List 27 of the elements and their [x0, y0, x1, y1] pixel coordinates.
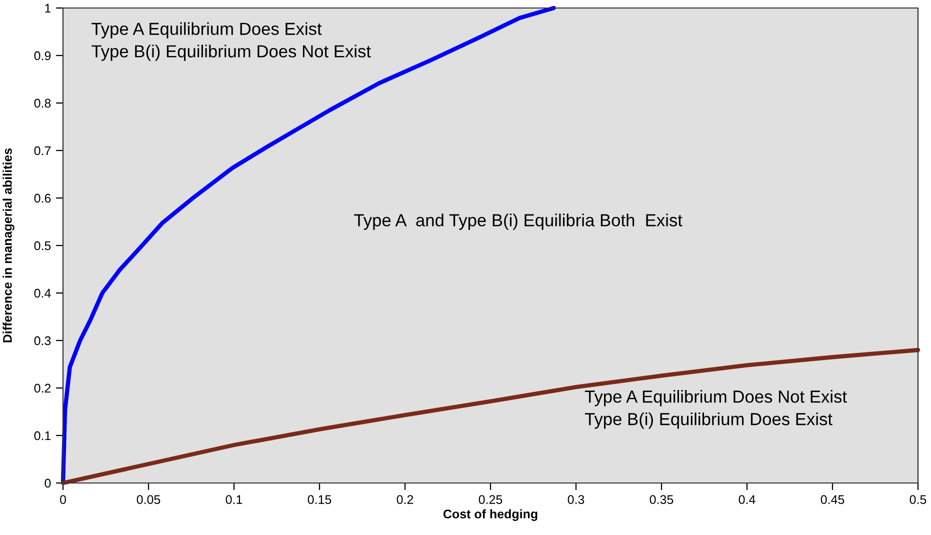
y-tick-label: 0.4	[34, 288, 51, 298]
x-tick-label: 0.05	[136, 495, 160, 504]
y-tick-label: 0.3	[34, 336, 51, 346]
x-axis-title: Cost of hedging	[443, 509, 538, 521]
y-tick-label: 0	[44, 478, 51, 488]
y-tick-label: 0.9	[34, 51, 51, 60]
y-tick-label: 0.1	[34, 431, 51, 440]
y-axis-title: Difference in managerial abilities	[2, 148, 14, 342]
y-tick-label: 1	[45, 4, 51, 13]
x-tick-label: 0.35	[650, 495, 674, 504]
x-tick-label: 0.1	[226, 495, 242, 504]
annotation: Type A and Type B(i) Equilibria Both Exist	[354, 214, 682, 230]
y-tick-label: 0.6	[34, 194, 51, 203]
x-tick-label: 0.25	[478, 495, 502, 504]
x-tick-label: 0.3	[568, 495, 584, 504]
x-tick-label: 0.2	[396, 495, 414, 504]
x-tick-label: 0.45	[820, 495, 844, 504]
y-tick-label: 0.2	[34, 384, 51, 393]
annotation: Type A Equilibrium Does Exist Type B(i) Equilibrium Does Not Exist	[92, 22, 371, 61]
y-tick-label: 0.5	[34, 241, 51, 250]
x-tick-label: 0.5	[910, 495, 926, 504]
x-tick-label: 0	[60, 495, 66, 504]
y-tick-label: 0.8	[34, 98, 51, 108]
annotation: Type A Equilibrium Does Not Exist Type B(i) Equilibrium Does Exist	[584, 390, 847, 429]
x-tick-label: 0.4	[738, 495, 756, 504]
y-tick-label: 0.7	[34, 146, 51, 156]
x-tick-label: 0.15	[308, 495, 332, 504]
